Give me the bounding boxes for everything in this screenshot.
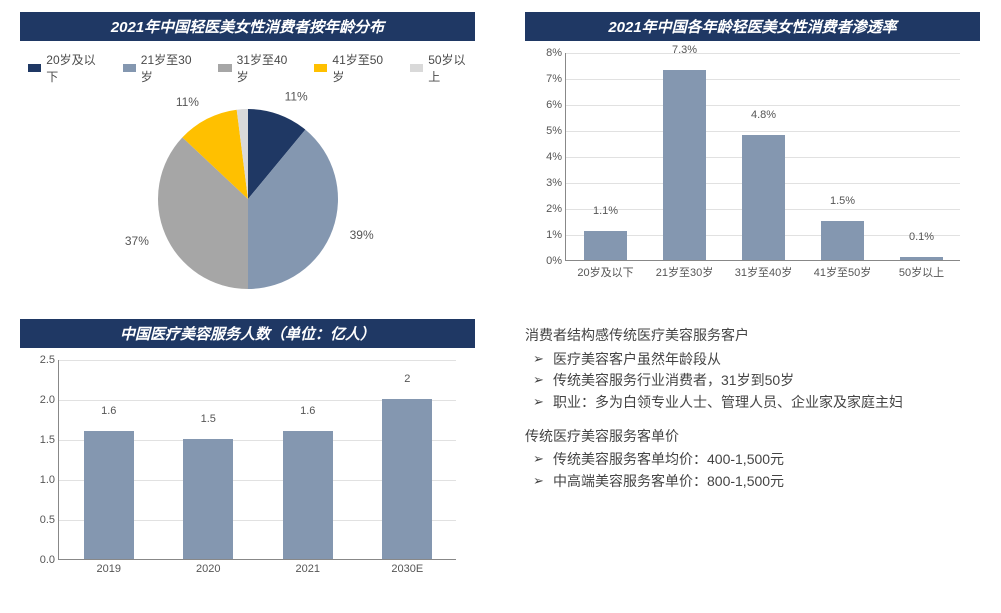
y-tick-label: 2% [546, 203, 562, 215]
section1-bullet: 职业：多为白领专业人士、管理人员、企业家及家庭主妇 [525, 392, 980, 414]
bar [183, 439, 233, 559]
gridline [566, 105, 960, 106]
legend-swatch [218, 64, 231, 72]
x-tick-label: 31岁至40岁 [735, 260, 792, 280]
y-tick-label: 4% [546, 151, 562, 163]
gridline [566, 79, 960, 80]
bar-value-label: 4.8% [751, 109, 776, 121]
bar-value-label: 1.5 [201, 413, 216, 425]
legend-item: 21岁至30岁 [123, 51, 201, 85]
bar-value-label: 7.3% [672, 44, 697, 56]
bar [584, 231, 627, 260]
text-block: 消费者结构感传统医疗美容服务客户 医疗美容客户虽然年龄段从传统美容服务行业消费者… [525, 319, 980, 493]
bar-value-label: 1.6 [300, 405, 315, 417]
x-tick-label: 21岁至30岁 [656, 260, 713, 280]
bar [84, 431, 134, 559]
legend-swatch [28, 64, 41, 72]
section2-bullet: 传统美容服务客单均价：400-1,500元 [525, 449, 980, 471]
y-tick-label: 2.5 [40, 354, 55, 366]
bar-value-label: 1.6 [101, 405, 116, 417]
pie-chart: 11% 39% 37% 11% 2% [78, 91, 418, 301]
y-tick-label: 3% [546, 177, 562, 189]
x-tick-label: 2020 [196, 559, 220, 575]
x-tick-label: 50岁以上 [899, 260, 944, 280]
y-tick-label: 1.5 [40, 434, 55, 446]
population-panel: 中国医疗美容服务人数（单位：亿人） 0.0 0.5 1.0 1.5 2.0 2.5 1.6 2… [20, 319, 475, 584]
gridline [59, 360, 456, 361]
y-tick-label: 0.0 [40, 554, 55, 566]
legend-item: 20岁及以下 [28, 51, 105, 85]
y-tick-label: 1.0 [40, 474, 55, 486]
y-tick-label: 2.0 [40, 394, 55, 406]
bar-value-label: 1.5% [830, 195, 855, 207]
plot-area: 0.00.51.01.52.02.51.620191.520201.620212… [58, 360, 456, 560]
legend-label: 31岁至40岁 [237, 51, 297, 85]
x-tick-label: 2019 [97, 559, 121, 575]
bar [382, 399, 432, 559]
pie-slice-label: 11% [284, 91, 307, 104]
section1-bullet: 医疗美容客户虽然年龄段从 [525, 349, 980, 371]
section2-heading: 传统医疗美容服务客单价 [525, 426, 980, 448]
penetration-panel: 2021年中国各年龄轻医美女性消费者渗透率 0%1%2%3%4%5%6%7%8%… [525, 12, 980, 301]
x-tick-label: 41岁至50岁 [814, 260, 871, 280]
pie-slice-label: 39% [349, 228, 373, 242]
pie-title: 2021年中国轻医美女性消费者按年龄分布 [20, 12, 475, 41]
bar-value-label: 0.1% [909, 231, 934, 243]
y-tick-label: 6% [546, 99, 562, 111]
section1-bullet: 传统美容服务行业消费者，31岁到50岁 [525, 370, 980, 392]
population-title: 中国医疗美容服务人数（单位：亿人） [20, 319, 475, 348]
pie-slice-label: 2% [232, 91, 250, 93]
gridline [566, 53, 960, 54]
y-tick-label: 7% [546, 73, 562, 85]
pie-slice-label: 37% [124, 234, 148, 248]
pie-slice-label: 11% [175, 95, 198, 109]
plot-area: 0%1%2%3%4%5%6%7%8%1.1%20岁及以下7.3%21岁至30岁4… [565, 53, 960, 261]
pie-panel: 2021年中国轻医美女性消费者按年龄分布 20岁及以下 21岁至30岁 31岁至40… [20, 12, 475, 301]
penetration-chart: 0%1%2%3%4%5%6%7%8%1.1%20岁及以下7.3%21岁至30岁4… [525, 49, 980, 285]
legend-swatch [314, 64, 327, 72]
y-tick-label: 0% [546, 255, 562, 267]
bar [821, 221, 864, 260]
legend-label: 21岁至30岁 [141, 51, 201, 85]
x-tick-label: 2030E [391, 559, 423, 575]
bar [283, 431, 333, 559]
legend-swatch [123, 64, 136, 72]
bar-value-label: 2 [404, 373, 410, 385]
legend-label: 41岁至50岁 [332, 51, 392, 85]
section2-bullet: 中高端美容服务客单价：800-1,500元 [525, 471, 980, 493]
y-tick-label: 8% [546, 47, 562, 59]
bar-value-label: 1.1% [593, 205, 618, 217]
text-panel: 消费者结构感传统医疗美容服务客户 医疗美容客户虽然年龄段从传统美容服务行业消费者… [525, 319, 980, 584]
penetration-title: 2021年中国各年龄轻医美女性消费者渗透率 [525, 12, 980, 41]
legend-label: 50岁以上 [428, 51, 475, 85]
bar [663, 70, 706, 260]
bar [742, 135, 785, 260]
population-chart: 0.0 0.5 1.0 1.5 2.0 2.5 1.6 2019 1.5 2020 1.6 2021 2… [20, 356, 475, 584]
pie-legend: 20岁及以下 21岁至30岁 31岁至40岁 41岁至50岁 50岁以上 [20, 49, 475, 91]
x-tick-label: 20岁及以下 [577, 260, 633, 280]
y-tick-label: 1% [546, 229, 562, 241]
y-tick-label: 5% [546, 125, 562, 137]
y-tick-label: 0.5 [40, 514, 55, 526]
gridline [566, 131, 960, 132]
legend-item: 50岁以上 [410, 51, 475, 85]
legend-item: 31岁至40岁 [218, 51, 296, 85]
legend-item: 41岁至50岁 [314, 51, 392, 85]
legend-swatch [410, 64, 423, 72]
section1-heading: 消费者结构感传统医疗美容服务客户 [525, 325, 980, 347]
x-tick-label: 2021 [296, 559, 320, 575]
legend-label: 20岁及以下 [46, 51, 104, 85]
